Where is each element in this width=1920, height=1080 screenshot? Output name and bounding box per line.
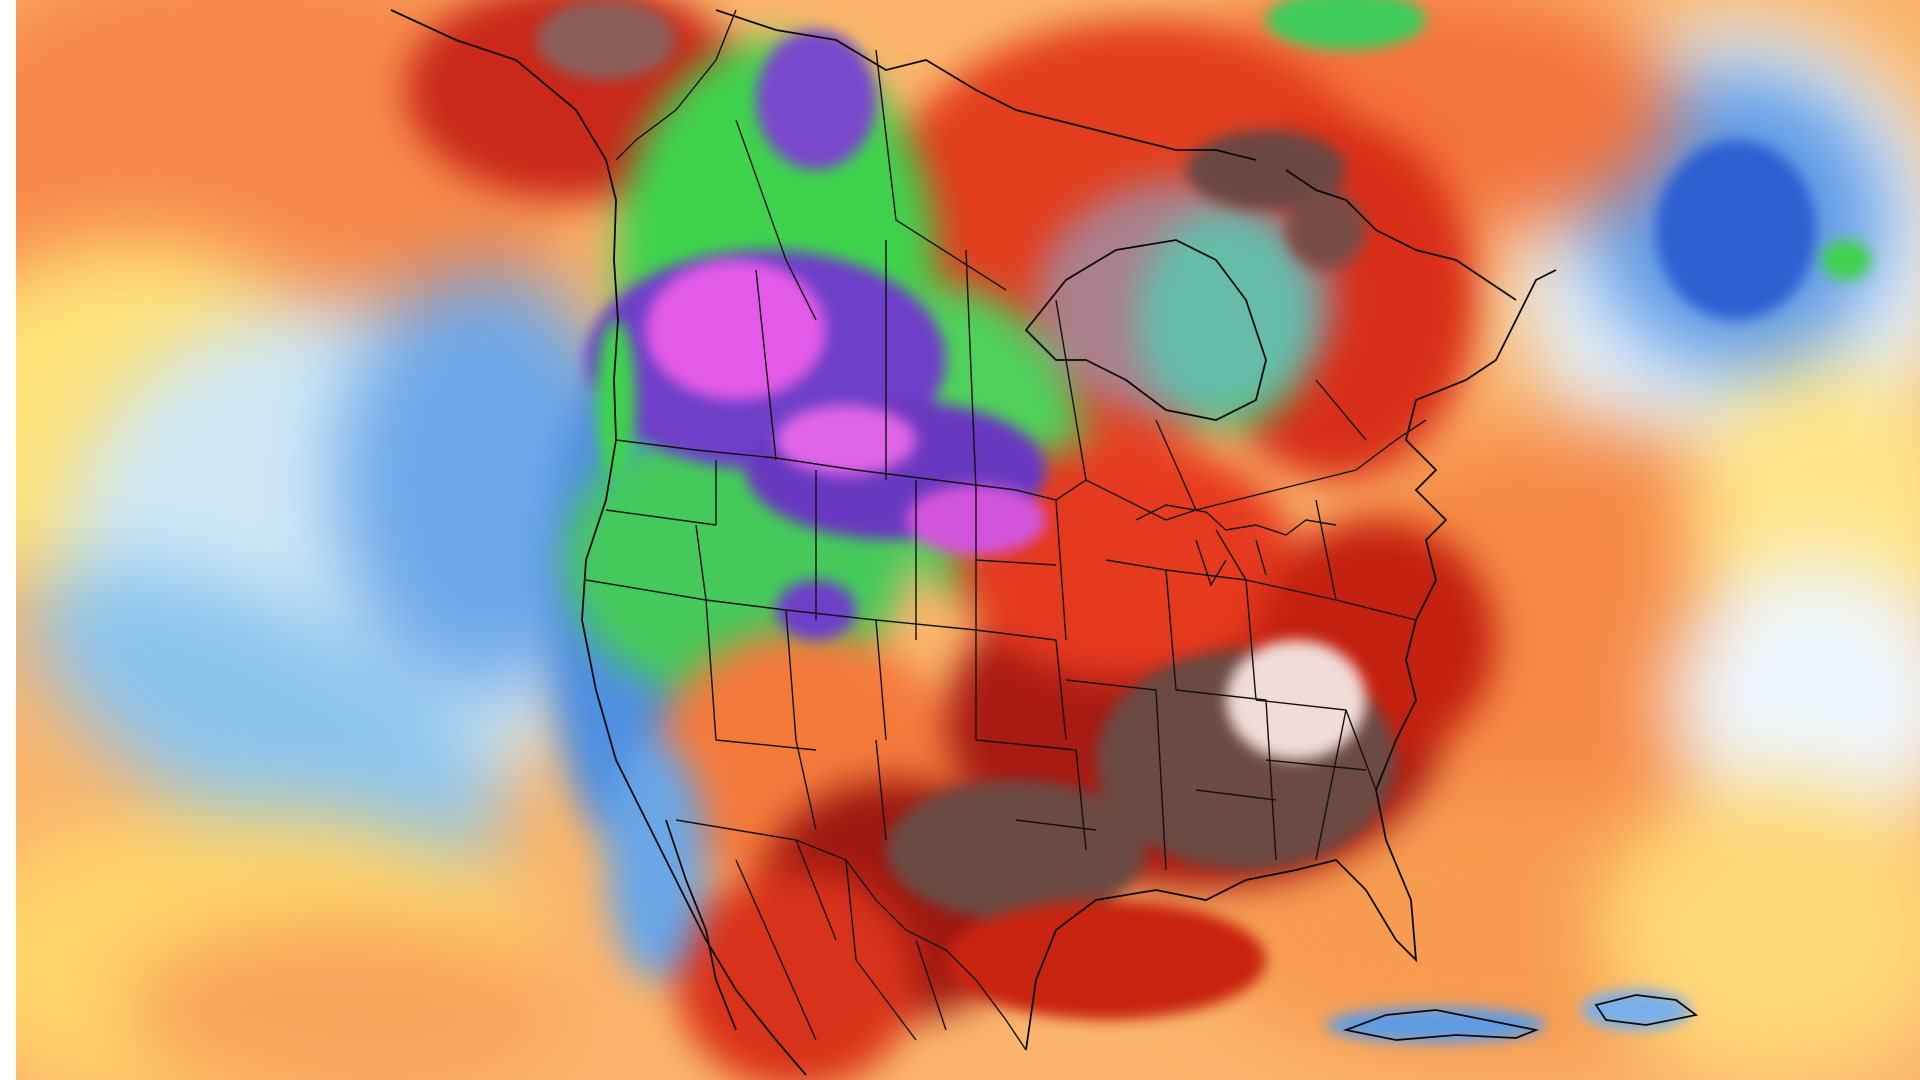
carolina-pale-core (1226, 640, 1366, 760)
yukon-purple (756, 30, 876, 170)
atlantic-coastline (1375, 269, 1557, 791)
hudson-bay-coast (1024, 239, 1267, 421)
mexico-state-lines (735, 839, 947, 1041)
alaska-canada-border (615, 9, 737, 161)
greenland-green (1266, 0, 1426, 50)
arctic-coast (715, 9, 1257, 161)
pacific-coastline (390, 9, 807, 1076)
labrador-brown (1286, 190, 1366, 270)
atlantic-blue-core (1656, 140, 1816, 320)
mexico-blue-coast (606, 740, 706, 980)
atlantic-pale (1666, 560, 1920, 840)
great-lakes (1135, 504, 1337, 587)
baja-coastline (665, 819, 737, 1031)
canada-us-border (615, 419, 1427, 521)
nw-coast-green (596, 320, 636, 480)
cuba-outline (1342, 1009, 1540, 1041)
gulf-dark-red (946, 900, 1266, 1020)
map-canvas (16, 0, 1920, 1080)
south-pacific-orange (126, 920, 566, 1080)
us-state-lines-east (1165, 499, 1417, 861)
midwest-red (956, 440, 1296, 680)
mexico-red (676, 870, 916, 1080)
political-boundaries (390, 9, 1699, 1076)
texas-brown (886, 780, 1146, 920)
us-mexico-border (675, 819, 1027, 1051)
quebec-brown (1186, 130, 1346, 210)
alaska-brown (536, 0, 676, 80)
broad-anomaly-field (16, 0, 1920, 1080)
atlantic-green-spot (1821, 240, 1871, 280)
temperature-anomaly-map (16, 0, 1920, 1080)
us-state-lines-west (585, 460, 977, 841)
hudson-blue-ring (1036, 180, 1336, 420)
hispaniola-outline (1594, 994, 1699, 1026)
alberta-magenta (776, 405, 916, 475)
gulf-coastline (1025, 789, 1418, 1051)
bc-magenta-core (646, 260, 826, 400)
pacific-blue-band (30, 564, 502, 876)
labrador-coast (1285, 169, 1517, 301)
canadian-provinces (735, 49, 1367, 511)
